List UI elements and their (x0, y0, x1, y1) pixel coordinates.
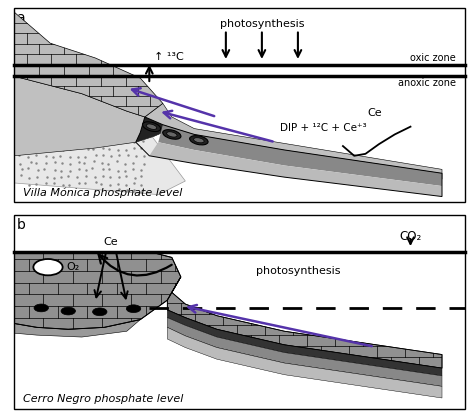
Ellipse shape (190, 135, 208, 145)
Text: Ce: Ce (104, 237, 118, 247)
Polygon shape (158, 125, 442, 186)
Polygon shape (14, 252, 181, 329)
Polygon shape (14, 320, 140, 337)
Polygon shape (167, 318, 442, 386)
Text: CO₂: CO₂ (400, 230, 421, 243)
Ellipse shape (34, 304, 48, 312)
Polygon shape (167, 328, 442, 398)
Text: b: b (17, 218, 25, 232)
Text: anoxic zone: anoxic zone (398, 78, 456, 88)
Text: Ce: Ce (367, 108, 382, 118)
Ellipse shape (61, 307, 75, 315)
Ellipse shape (143, 122, 161, 132)
Polygon shape (14, 76, 442, 179)
Ellipse shape (146, 124, 157, 129)
Text: ↑ ¹³C: ↑ ¹³C (154, 52, 183, 62)
Ellipse shape (127, 305, 141, 313)
Text: DIP + ¹²C + Ce⁺³: DIP + ¹²C + Ce⁺³ (280, 123, 366, 133)
Text: Cerro Negro phosphate level: Cerro Negro phosphate level (23, 394, 183, 404)
Text: photosynthesis: photosynthesis (219, 19, 304, 29)
Text: O₂: O₂ (66, 262, 79, 272)
Bar (14, 8, 465, 202)
Polygon shape (14, 12, 163, 117)
Text: Villa Mónica phosphate level: Villa Mónica phosphate level (23, 187, 182, 198)
Polygon shape (167, 277, 442, 368)
Ellipse shape (167, 132, 177, 137)
Polygon shape (136, 117, 442, 179)
Text: oxic zone: oxic zone (410, 53, 456, 63)
Ellipse shape (33, 259, 63, 275)
Text: photosynthesis: photosynthesis (255, 266, 340, 276)
Ellipse shape (193, 138, 204, 143)
Text: a: a (17, 12, 25, 25)
Polygon shape (14, 76, 185, 195)
Ellipse shape (163, 130, 181, 139)
Polygon shape (149, 142, 442, 197)
Bar (14, 215, 465, 409)
Ellipse shape (92, 308, 107, 316)
Polygon shape (167, 310, 442, 376)
